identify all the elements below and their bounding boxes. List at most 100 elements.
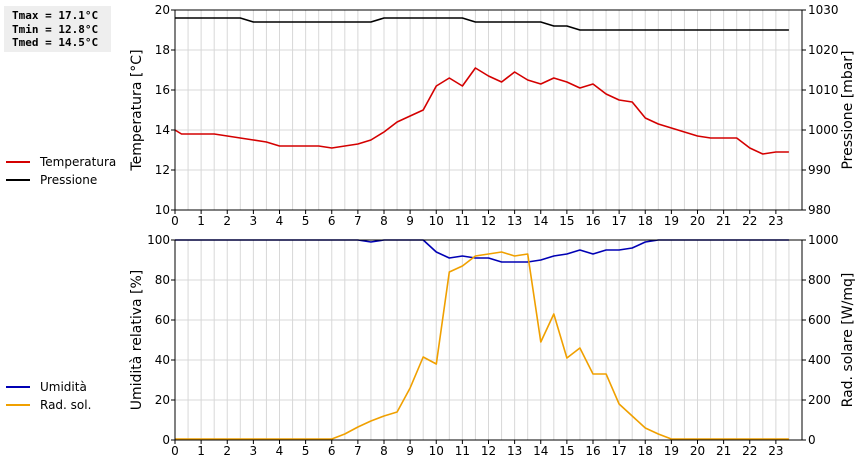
y-right-tick-label: 600 xyxy=(808,313,831,327)
legend-swatch xyxy=(6,161,30,163)
y-right-tick-label: 800 xyxy=(808,273,831,287)
x-tick-label: 16 xyxy=(585,214,600,228)
y-right-tick-label: 1000 xyxy=(808,233,839,247)
x-tick-label: 18 xyxy=(638,444,653,458)
x-tick-label: 15 xyxy=(559,214,574,228)
series-line-temperatura xyxy=(174,67,789,155)
x-tick-label: 10 xyxy=(429,214,444,228)
x-tick-label: 4 xyxy=(276,214,284,228)
legend-swatch xyxy=(6,404,30,406)
y-left-tick-label: 20 xyxy=(155,3,170,17)
y-left-tick-label: 16 xyxy=(155,83,170,97)
legend-item-pressione: Pressione xyxy=(6,171,116,189)
x-tick-label: 8 xyxy=(380,444,388,458)
y-left-tick-label: 12 xyxy=(155,163,170,177)
x-tick-label: 2 xyxy=(223,214,231,228)
legend-top: Temperatura Pressione xyxy=(6,153,116,189)
legend-label: Pressione xyxy=(40,173,98,187)
y-right-axis-title: Pressione [mbar] xyxy=(840,50,856,169)
x-tick-label: 20 xyxy=(690,214,705,228)
y-right-tick-label: 400 xyxy=(808,353,831,367)
series-line-pressione xyxy=(175,17,789,31)
tmax-stat: Tmax = 17.1°C xyxy=(12,9,99,22)
series-line-umidit xyxy=(175,239,789,263)
x-tick-label: 12 xyxy=(481,444,496,458)
x-tick-label: 13 xyxy=(507,444,522,458)
legend-label: Temperatura xyxy=(40,155,117,169)
x-tick-label: 5 xyxy=(302,214,310,228)
x-tick-label: 1 xyxy=(197,214,205,228)
tmed-stat: Tmed = 14.5°C xyxy=(12,36,99,49)
x-tick-label: 23 xyxy=(768,444,783,458)
legend-item-umidita: Umidità xyxy=(6,378,91,396)
x-tick-label: 22 xyxy=(742,214,757,228)
legend-label: Rad. sol. xyxy=(40,398,92,412)
x-tick-label: 17 xyxy=(611,214,626,228)
y-right-tick-label: 200 xyxy=(808,393,831,407)
x-tick-label: 10 xyxy=(429,444,444,458)
x-tick-label: 0 xyxy=(171,214,179,228)
x-tick-label: 7 xyxy=(354,214,362,228)
x-tick-label: 9 xyxy=(406,444,414,458)
x-tick-label: 16 xyxy=(585,444,600,458)
tmin-stat: Tmin = 12.8°C xyxy=(12,22,99,36)
x-tick-label: 14 xyxy=(533,214,548,228)
y-left-tick-label: 20 xyxy=(155,393,170,407)
y-left-tick-label: 10 xyxy=(155,203,170,217)
x-tick-label: 0 xyxy=(171,444,179,458)
legend-item-temperatura: Temperatura xyxy=(6,153,116,171)
x-tick-label: 7 xyxy=(354,444,362,458)
y-right-axis-title: Rad. solare [W/mq] xyxy=(840,273,856,408)
y-right-tick-label: 1030 xyxy=(808,3,839,17)
x-tick-label: 3 xyxy=(250,214,258,228)
chart-panel-1: 0 1 2 3 4 5 6 7 8 9 10 11 12 13 14 15 16 17 18 19 20 21 22 2310… xyxy=(129,3,856,228)
x-tick-label: 6 xyxy=(328,444,336,458)
y-right-tick-label: 1010 xyxy=(808,83,839,97)
x-tick-label: 12 xyxy=(481,214,496,228)
y-left-tick-label: 100 xyxy=(147,233,170,247)
legend-swatch xyxy=(6,179,30,181)
legend-swatch xyxy=(6,386,30,388)
y-left-tick-label: 18 xyxy=(155,43,170,57)
x-tick-label: 6 xyxy=(328,214,336,228)
x-tick-label: 11 xyxy=(455,444,470,458)
y-left-tick-label: 0 xyxy=(162,433,170,447)
x-tick-label: 20 xyxy=(690,444,705,458)
y-right-tick-label: 1020 xyxy=(808,43,839,57)
x-tick-label: 19 xyxy=(664,214,679,228)
y-right-tick-label: 990 xyxy=(808,163,831,177)
x-tick-label: 1 xyxy=(197,444,205,458)
y-left-tick-label: 60 xyxy=(155,313,170,327)
x-tick-label: 15 xyxy=(559,444,574,458)
y-right-tick-label: 0 xyxy=(808,433,816,447)
y-right-tick-label: 980 xyxy=(808,203,831,217)
x-tick-label: 21 xyxy=(716,444,731,458)
x-tick-label: 11 xyxy=(455,214,470,228)
y-right-tick-label: 1000 xyxy=(808,123,839,137)
y-left-tick-label: 40 xyxy=(155,353,170,367)
x-tick-label: 5 xyxy=(302,444,310,458)
y-left-axis-title: Umidità relativa [%] xyxy=(129,270,145,411)
y-left-tick-label: 80 xyxy=(155,273,170,287)
legend-item-rad-sol: Rad. sol. xyxy=(6,396,91,414)
x-tick-label: 18 xyxy=(638,214,653,228)
x-tick-label: 8 xyxy=(380,214,388,228)
x-tick-label: 2 xyxy=(223,444,231,458)
x-tick-label: 3 xyxy=(250,444,258,458)
chart-panel-2: 0 1 2 3 4 5 6 7 8 9 10 11 12 13 14 15 16 17 18 19 20 21 22 2302… xyxy=(129,233,856,458)
x-tick-label: 14 xyxy=(533,444,548,458)
x-tick-label: 22 xyxy=(742,444,757,458)
x-tick-label: 21 xyxy=(716,214,731,228)
series-line-rad-sol xyxy=(175,251,789,440)
x-tick-label: 4 xyxy=(276,444,284,458)
legend-label: Umidità xyxy=(40,380,87,394)
x-tick-label: 19 xyxy=(664,444,679,458)
x-tick-label: 13 xyxy=(507,214,522,228)
y-left-axis-title: Temperatura [°C] xyxy=(129,49,145,171)
y-left-tick-label: 14 xyxy=(155,123,170,137)
x-tick-label: 9 xyxy=(406,214,414,228)
stats-box: Tmax = 17.1°C Tmin = 12.8°C Tmed = 14.5°… xyxy=(4,6,111,52)
x-tick-label: 23 xyxy=(768,214,783,228)
legend-bottom: Umidità Rad. sol. xyxy=(6,378,91,414)
